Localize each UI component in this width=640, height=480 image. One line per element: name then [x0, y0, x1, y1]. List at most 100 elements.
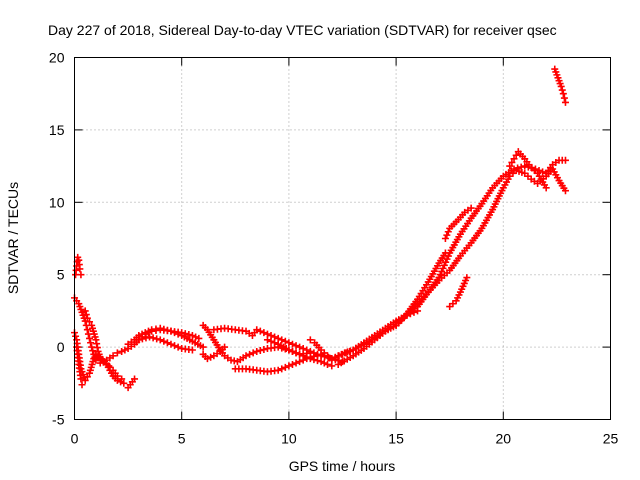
data-point [299, 345, 307, 353]
data-point [558, 86, 566, 94]
data-point [292, 342, 300, 350]
data-point [320, 359, 328, 367]
data-point [463, 274, 471, 282]
data-point [346, 347, 354, 355]
data-point [83, 326, 91, 334]
data-point [561, 98, 569, 106]
data-point [331, 353, 339, 361]
data-point [271, 339, 279, 347]
series-trace-f [92, 350, 126, 383]
data-point [299, 352, 307, 360]
series-trace-d [73, 343, 86, 389]
data-point [249, 349, 257, 357]
series-trace-g [124, 375, 139, 392]
series-trace-a [72, 253, 85, 279]
data-point [560, 94, 568, 102]
data-point [120, 379, 128, 387]
data-point [174, 330, 182, 338]
data-point [510, 155, 518, 163]
data-point [76, 265, 84, 273]
data-point [118, 375, 126, 383]
x-axis-label: GPS time / hours [289, 458, 396, 474]
data-point [559, 90, 567, 98]
data-point [118, 347, 126, 355]
data-point [443, 231, 451, 239]
data-point [138, 335, 146, 343]
data-point [285, 346, 293, 354]
data-point [506, 162, 514, 170]
data-point [260, 329, 268, 337]
data-point [146, 333, 154, 341]
data-point [260, 346, 268, 354]
data-point [242, 352, 250, 360]
data-point [81, 376, 89, 384]
x-tick-label: 5 [178, 431, 186, 447]
data-point [292, 349, 300, 357]
data-point [274, 366, 282, 374]
data-point [77, 375, 85, 383]
data-point [160, 337, 168, 345]
data-point [167, 340, 175, 348]
series-trace-u [506, 148, 550, 192]
x-tick-label: 0 [71, 431, 79, 447]
data-point [285, 362, 293, 370]
data-point [303, 346, 311, 354]
data-point [310, 356, 318, 364]
data-point [335, 352, 343, 360]
data-point [278, 365, 286, 373]
data-point [144, 327, 152, 335]
y-tick-label: 15 [49, 122, 65, 138]
grid-lines [74, 57, 611, 420]
data-point [508, 158, 516, 166]
data-point [317, 358, 325, 366]
data-point [285, 339, 293, 347]
data-point [296, 358, 304, 366]
data-point [135, 336, 143, 344]
data-point [263, 336, 271, 344]
data-point [253, 326, 261, 334]
y-tick-label: 10 [49, 194, 65, 210]
data-point [278, 336, 286, 344]
data-point [561, 187, 569, 195]
data-point [156, 336, 164, 344]
data-point [281, 363, 289, 371]
chart-title: Day 227 of 2018, Sidereal Day-to-day VTE… [48, 22, 557, 38]
data-point [288, 360, 296, 368]
data-point [156, 324, 164, 332]
data-point [203, 355, 211, 363]
data-point [323, 360, 331, 368]
data-point [288, 347, 296, 355]
data-point [512, 151, 520, 159]
data-point [542, 184, 550, 192]
data-point [131, 375, 139, 383]
data-point [313, 357, 321, 365]
data-point [306, 355, 314, 363]
data-point [256, 346, 264, 354]
data-point [303, 353, 311, 361]
data-point [339, 350, 346, 358]
data-point [296, 343, 304, 351]
series-trace-q [334, 156, 569, 368]
data-point [253, 347, 261, 355]
series-trace-r [392, 165, 569, 329]
data-point [342, 349, 350, 357]
data-point [246, 350, 254, 358]
data-point [306, 336, 314, 344]
data-point [77, 271, 85, 279]
data-point [83, 314, 91, 322]
data-point [467, 204, 475, 212]
x-tick-labels: 0 5 10 15 20 25 [71, 431, 619, 447]
data-point [328, 355, 336, 363]
data-point [86, 318, 94, 326]
data-point [149, 334, 157, 342]
y-tick-label: 20 [49, 50, 65, 66]
data-point [188, 346, 196, 354]
data-point [142, 334, 150, 342]
data-point [113, 349, 121, 357]
x-tick-label: 10 [281, 431, 297, 447]
y-axis-label: SDTVAR / TECUs [5, 182, 21, 294]
data-point [87, 339, 95, 347]
data-point [288, 340, 296, 348]
data-point [561, 156, 569, 164]
data-point [539, 168, 547, 176]
